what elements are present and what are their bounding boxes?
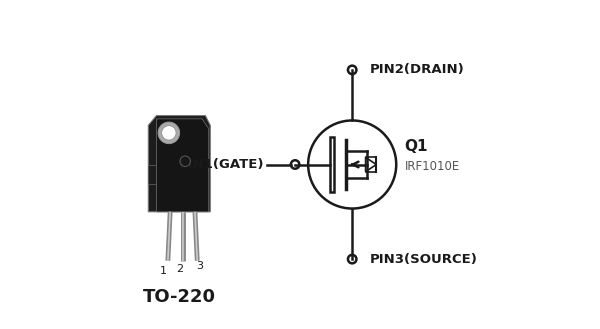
Text: Q1: Q1 [404,139,428,154]
Circle shape [158,122,179,144]
Text: PIN3(SOURCE): PIN3(SOURCE) [370,253,478,266]
Text: TO-220: TO-220 [143,288,216,306]
Polygon shape [148,115,210,212]
Text: 3: 3 [196,261,203,271]
Text: PIN1(GATE): PIN1(GATE) [179,158,264,171]
Text: 1: 1 [160,266,166,276]
Text: IRF1010E: IRF1010E [404,160,460,173]
Text: 2: 2 [176,264,183,274]
Circle shape [161,126,176,140]
Polygon shape [148,164,157,184]
Text: PIN2(DRAIN): PIN2(DRAIN) [370,63,465,76]
Polygon shape [157,119,209,212]
